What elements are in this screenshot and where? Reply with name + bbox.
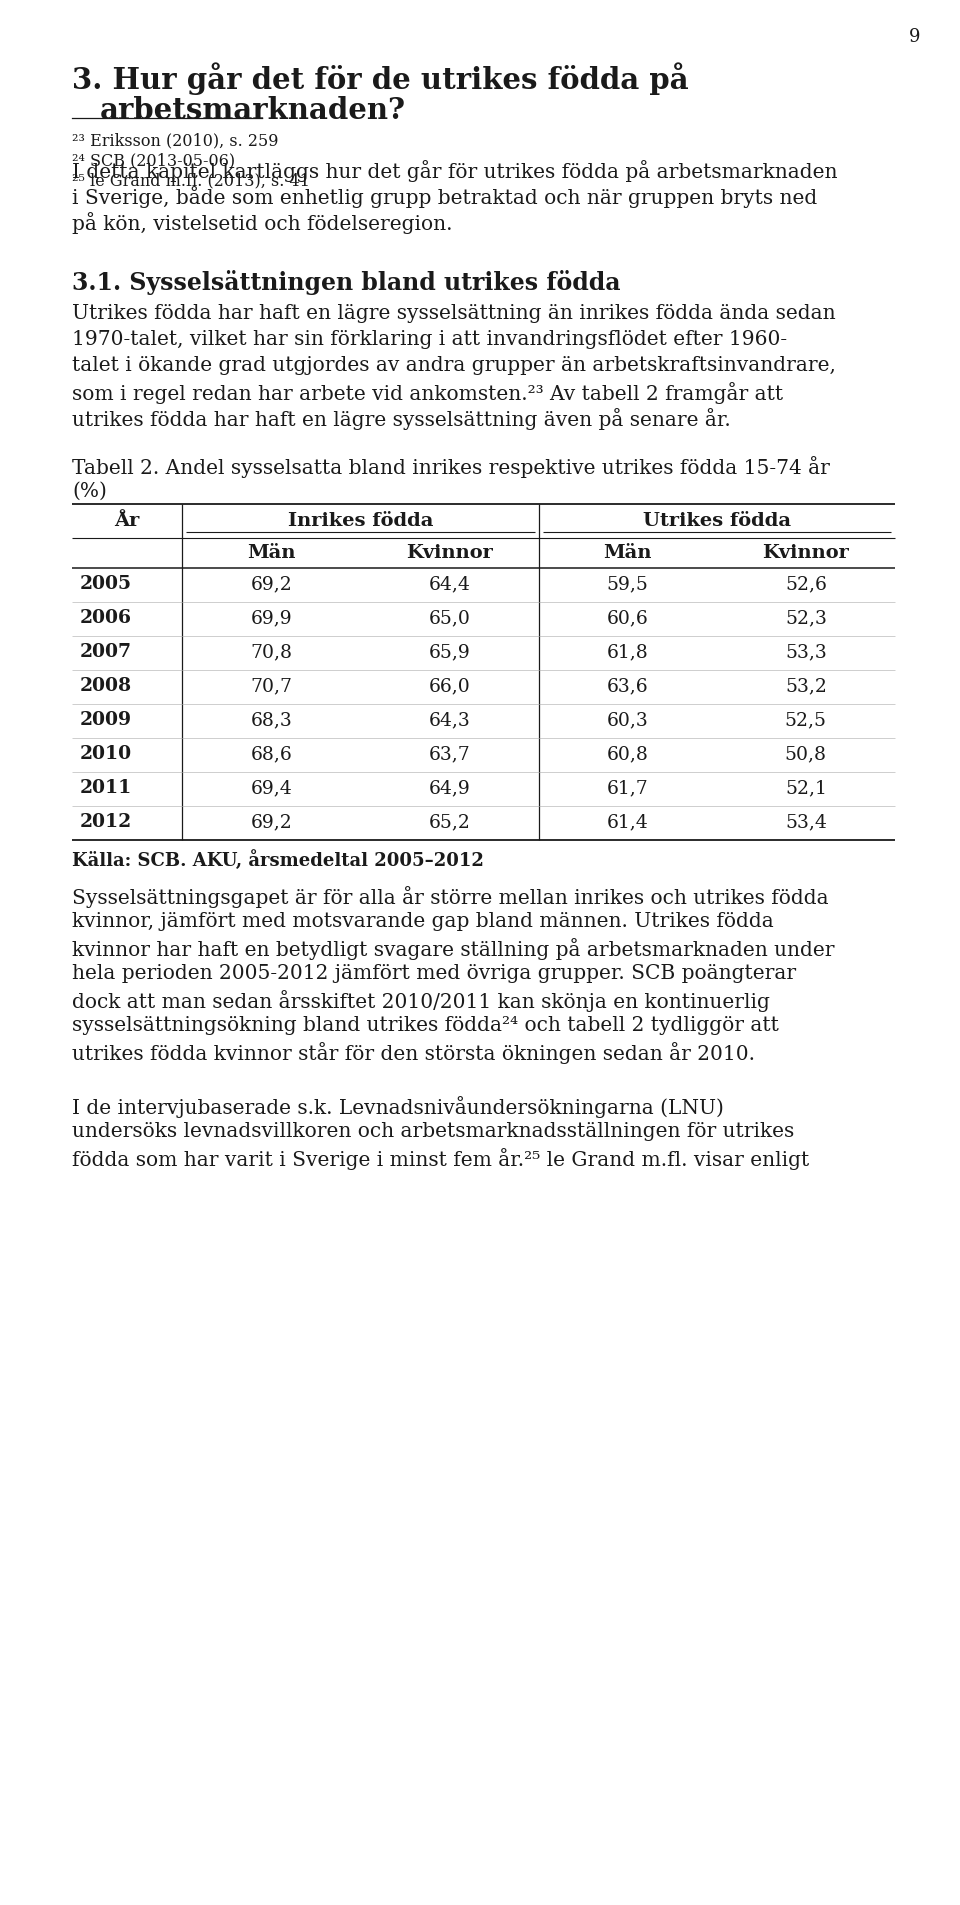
Text: 52,3: 52,3 bbox=[785, 610, 827, 627]
Text: 65,2: 65,2 bbox=[428, 813, 470, 831]
Text: 61,8: 61,8 bbox=[607, 644, 649, 661]
Text: 69,4: 69,4 bbox=[251, 779, 292, 796]
Text: 70,8: 70,8 bbox=[251, 644, 292, 661]
Text: Män: Män bbox=[604, 545, 652, 562]
Text: 65,0: 65,0 bbox=[428, 610, 470, 627]
Text: 68,3: 68,3 bbox=[251, 711, 292, 730]
Text: kvinnor, jämfört med motsvarande gap bland männen. Utrikes födda: kvinnor, jämfört med motsvarande gap bla… bbox=[72, 912, 774, 932]
Text: (%): (%) bbox=[72, 482, 107, 501]
Text: 9: 9 bbox=[908, 29, 920, 46]
Text: 68,6: 68,6 bbox=[251, 745, 292, 764]
Text: 61,4: 61,4 bbox=[607, 813, 649, 831]
Text: 52,1: 52,1 bbox=[785, 779, 827, 796]
Text: utrikes födda har haft en lägre sysselsättning även på senare år.: utrikes födda har haft en lägre sysselsä… bbox=[72, 408, 731, 431]
Text: År: År bbox=[114, 512, 140, 530]
Text: 2006: 2006 bbox=[80, 610, 132, 627]
Text: hela perioden 2005-2012 jämfört med övriga grupper. SCB poängterar: hela perioden 2005-2012 jämfört med övri… bbox=[72, 964, 796, 983]
Text: Kvinnor: Kvinnor bbox=[406, 545, 492, 562]
Text: 64,3: 64,3 bbox=[428, 711, 470, 730]
Text: 60,8: 60,8 bbox=[607, 745, 649, 764]
Text: 59,5: 59,5 bbox=[607, 575, 649, 592]
Text: 63,6: 63,6 bbox=[607, 676, 648, 695]
Text: 60,6: 60,6 bbox=[607, 610, 649, 627]
Text: 53,3: 53,3 bbox=[785, 644, 827, 661]
Text: arbetsmarknaden?: arbetsmarknaden? bbox=[100, 95, 406, 126]
Text: Män: Män bbox=[247, 545, 296, 562]
Text: 69,9: 69,9 bbox=[251, 610, 292, 627]
Text: Sysselsättningsgapet är för alla år större mellan inrikes och utrikes födda: Sysselsättningsgapet är för alla år stör… bbox=[72, 886, 828, 909]
Text: Utrikes födda: Utrikes födda bbox=[642, 512, 791, 530]
Text: 69,2: 69,2 bbox=[251, 575, 292, 592]
Text: 2009: 2009 bbox=[80, 711, 132, 730]
Text: Källa: SCB. AKU, årsmedeltal 2005–2012: Källa: SCB. AKU, årsmedeltal 2005–2012 bbox=[72, 850, 484, 871]
Text: Tabell 2. Andel sysselsatta bland inrikes respektive utrikes födda 15-74 år: Tabell 2. Andel sysselsatta bland inrike… bbox=[72, 455, 829, 478]
Text: 52,6: 52,6 bbox=[785, 575, 827, 592]
Text: 66,0: 66,0 bbox=[428, 676, 470, 695]
Text: 2012: 2012 bbox=[80, 813, 132, 831]
Text: som i regel redan har arbete vid ankomsten.²³ Av tabell 2 framgår att: som i regel redan har arbete vid ankomst… bbox=[72, 383, 783, 404]
Text: Kvinnor: Kvinnor bbox=[762, 545, 850, 562]
Text: 2010: 2010 bbox=[80, 745, 132, 764]
Text: på kön, vistelsetid och födelseregion.: på kön, vistelsetid och födelseregion. bbox=[72, 211, 452, 234]
Text: kvinnor har haft en betydligt svagare ställning på arbetsmarknaden under: kvinnor har haft en betydligt svagare st… bbox=[72, 937, 834, 960]
Text: ²⁴ SCB (2013-05-06): ²⁴ SCB (2013-05-06) bbox=[72, 152, 235, 170]
Text: 3.1. Sysselsättningen bland utrikes födda: 3.1. Sysselsättningen bland utrikes född… bbox=[72, 271, 620, 295]
Text: ²³ Eriksson (2010), s. 259: ²³ Eriksson (2010), s. 259 bbox=[72, 131, 278, 149]
Text: 2007: 2007 bbox=[80, 644, 132, 661]
Text: 50,8: 50,8 bbox=[785, 745, 827, 764]
Text: 2008: 2008 bbox=[80, 676, 132, 695]
Text: 3. Hur går det för de utrikes födda på: 3. Hur går det för de utrikes födda på bbox=[72, 63, 688, 95]
Text: I de intervjubaserade s.k. Levnadsnivåundersökningarna (LNU): I de intervjubaserade s.k. Levnadsnivåun… bbox=[72, 1095, 724, 1118]
Text: 1970-talet, vilket har sin förklaring i att invandringsflödet efter 1960-: 1970-talet, vilket har sin förklaring i … bbox=[72, 330, 787, 349]
Text: I detta kapitel kartläggs hur det går för utrikes födda på arbetsmarknaden: I detta kapitel kartläggs hur det går fö… bbox=[72, 160, 837, 183]
Text: undersöks levnadsvillkoren och arbetsmarknadsställningen för utrikes: undersöks levnadsvillkoren och arbetsmar… bbox=[72, 1122, 794, 1141]
Text: 53,2: 53,2 bbox=[785, 676, 827, 695]
Text: 63,7: 63,7 bbox=[428, 745, 470, 764]
Text: 64,9: 64,9 bbox=[428, 779, 470, 796]
Text: 2011: 2011 bbox=[80, 779, 132, 796]
Text: 61,7: 61,7 bbox=[607, 779, 649, 796]
Text: 53,4: 53,4 bbox=[785, 813, 827, 831]
Text: 2005: 2005 bbox=[80, 575, 132, 592]
Text: 70,7: 70,7 bbox=[251, 676, 292, 695]
Text: födda som har varit i Sverige i minst fem år.²⁵ le Grand m.fl. visar enligt: födda som har varit i Sverige i minst fe… bbox=[72, 1149, 809, 1170]
Text: talet i ökande grad utgjordes av andra grupper än arbetskraftsinvandrare,: talet i ökande grad utgjordes av andra g… bbox=[72, 356, 836, 375]
Text: 52,5: 52,5 bbox=[785, 711, 827, 730]
Text: i Sverige, både som enhetlig grupp betraktad och när gruppen bryts ned: i Sverige, både som enhetlig grupp betra… bbox=[72, 187, 817, 208]
Text: sysselsättningsökning bland utrikes födda²⁴ och tabell 2 tydliggör att: sysselsättningsökning bland utrikes född… bbox=[72, 1015, 779, 1034]
Text: dock att man sedan årsskiftet 2010/2011 kan skönja en kontinuerlig: dock att man sedan årsskiftet 2010/2011 … bbox=[72, 991, 770, 1012]
Text: ²⁵ le Grand m.fl. (2013), s. 41: ²⁵ le Grand m.fl. (2013), s. 41 bbox=[72, 171, 310, 189]
Text: 69,2: 69,2 bbox=[251, 813, 292, 831]
Text: 65,9: 65,9 bbox=[428, 644, 470, 661]
Text: Utrikes födda har haft en lägre sysselsättning än inrikes födda ända sedan: Utrikes födda har haft en lägre sysselsä… bbox=[72, 305, 835, 324]
Text: 64,4: 64,4 bbox=[428, 575, 470, 592]
Text: utrikes födda kvinnor står för den största ökningen sedan år 2010.: utrikes födda kvinnor står för den störs… bbox=[72, 1042, 755, 1065]
Text: 60,3: 60,3 bbox=[607, 711, 649, 730]
Text: Inrikes födda: Inrikes födda bbox=[287, 512, 433, 530]
